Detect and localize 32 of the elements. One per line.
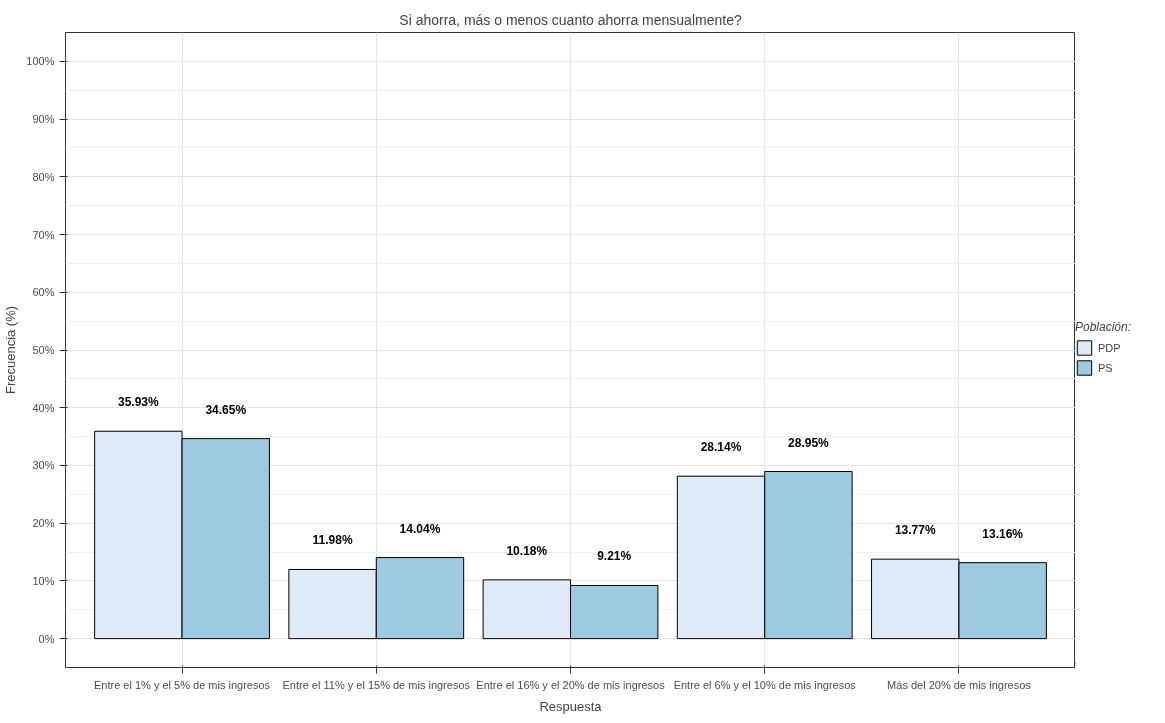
legend-label: PS bbox=[1098, 361, 1114, 373]
legend-title: Población: bbox=[1075, 319, 1132, 333]
y-tick-label: 70% bbox=[32, 228, 55, 241]
data-label: 14.04% bbox=[399, 521, 441, 536]
x-tick-label: Entre el 1% y el 5% de mis ingresos bbox=[94, 678, 271, 691]
x-tick-label: Entre el 16% y el 20% de mis ingresos bbox=[476, 678, 666, 691]
y-tick-label: 40% bbox=[32, 401, 55, 414]
y-axis-title: Frecuencia (%) bbox=[3, 305, 19, 395]
data-label: 34.65% bbox=[205, 402, 247, 417]
y-tick-label: 10% bbox=[32, 574, 55, 587]
data-label: 28.14% bbox=[700, 440, 742, 455]
data-label: 11.98% bbox=[312, 533, 353, 548]
y-tick-label: 100% bbox=[26, 55, 55, 68]
y-tick-label: 80% bbox=[32, 170, 55, 183]
y-tick-label: 90% bbox=[32, 113, 55, 126]
y-tick-label: 50% bbox=[32, 344, 55, 356]
x-tick-label: Entre el 11% y el 15% de mis ingresos bbox=[282, 678, 471, 691]
x-tick-label: Más del 20% de mis ingresos bbox=[887, 678, 1032, 691]
data-label: 28.95% bbox=[788, 435, 830, 450]
y-tick-label: 60% bbox=[32, 286, 55, 299]
data-label: 10.18% bbox=[506, 543, 548, 558]
x-axis-title: Respuesta bbox=[539, 698, 603, 714]
data-label: 13.77% bbox=[894, 523, 936, 538]
data-label: 9.21% bbox=[597, 549, 632, 564]
x-tick-label: Entre el 6% y el 10% de mis ingresos bbox=[673, 678, 857, 691]
y-tick-label: 30% bbox=[32, 459, 55, 472]
data-label: 35.93% bbox=[117, 395, 160, 410]
legend-label: PDP bbox=[1098, 341, 1121, 353]
chart-title: Si ahorra, más o menos cuanto ahorra mensualmente? bbox=[399, 11, 742, 28]
data-label: 13.16% bbox=[982, 526, 1024, 541]
y-tick-label: 0% bbox=[38, 632, 55, 645]
y-tick-label: 20% bbox=[32, 517, 55, 530]
